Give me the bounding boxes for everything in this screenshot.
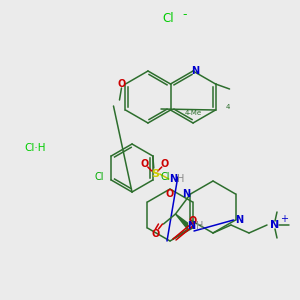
Text: O: O (161, 159, 169, 169)
Text: Cl: Cl (160, 172, 169, 182)
Text: 4-Me: 4-Me (184, 110, 202, 116)
Text: O: O (141, 159, 149, 169)
Polygon shape (176, 214, 188, 229)
Text: S: S (151, 169, 159, 179)
Text: O: O (152, 229, 160, 239)
Text: N: N (236, 215, 244, 225)
Text: Cl: Cl (94, 172, 104, 182)
Text: N: N (191, 66, 199, 76)
Text: O: O (117, 79, 126, 89)
Text: Cl·H: Cl·H (24, 143, 46, 153)
Text: +: + (280, 214, 288, 224)
Text: Cl: Cl (162, 11, 174, 25)
Text: O: O (189, 216, 197, 226)
Text: 4: 4 (225, 104, 230, 110)
Text: -: - (183, 8, 187, 22)
Text: H: H (177, 174, 184, 184)
Text: O: O (166, 189, 174, 199)
Text: N: N (270, 220, 280, 230)
Text: N: N (182, 189, 190, 199)
Text: N: N (188, 221, 196, 231)
Text: N: N (169, 174, 177, 184)
Text: H: H (196, 221, 203, 231)
